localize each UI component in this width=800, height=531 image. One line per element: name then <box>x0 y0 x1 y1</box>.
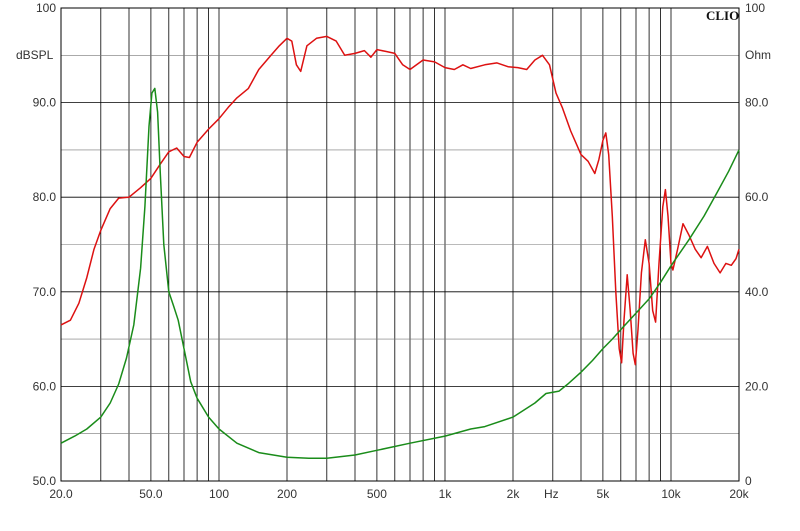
series-layer <box>60 35 740 460</box>
right-tick-label: 60.0 <box>745 190 769 204</box>
right-tick-label: 40.0 <box>745 285 769 299</box>
right-unit-label: Ohm <box>745 48 771 62</box>
left-tick-label: 80.0 <box>33 190 57 204</box>
label-layer: 20.0 50.0 100 200 500 1k 2k 5k 10k 20k10090.080.0… <box>33 1 769 501</box>
x-tick-label: 500 <box>367 487 387 501</box>
x-tick-label: 2k <box>507 487 521 501</box>
left-tick-label: 60.0 <box>33 379 57 393</box>
x-tick-label: 100 <box>209 487 229 501</box>
clio-brand-label: CLIO <box>706 8 739 23</box>
left-tick-label: 100 <box>36 1 56 15</box>
x-tick-label: 20k <box>729 487 749 501</box>
x-tick-label: 200 <box>277 487 297 501</box>
left-tick-label: 50.0 <box>33 474 57 488</box>
x-tick-label: 5k <box>597 487 611 501</box>
x-unit-label: Hz <box>544 487 559 501</box>
plot-frame <box>60 7 740 482</box>
x-tick-label: 50.0 <box>139 487 163 501</box>
left-tick-label: 70.0 <box>33 285 57 299</box>
right-tick-label: 80.0 <box>745 96 769 110</box>
right-tick-label: 0 <box>745 474 752 488</box>
impedance-curve <box>60 87 740 460</box>
left-unit-label: dBSPL <box>16 48 54 62</box>
left-tick-label: 90.0 <box>33 96 57 110</box>
spl-curve <box>60 35 740 366</box>
right-tick-label: 20.0 <box>745 379 769 393</box>
x-tick-label: 1k <box>439 487 453 501</box>
right-tick-label: 100 <box>745 1 765 15</box>
x-tick-label: 20.0 <box>49 487 73 501</box>
x-tick-label: 10k <box>661 487 681 501</box>
